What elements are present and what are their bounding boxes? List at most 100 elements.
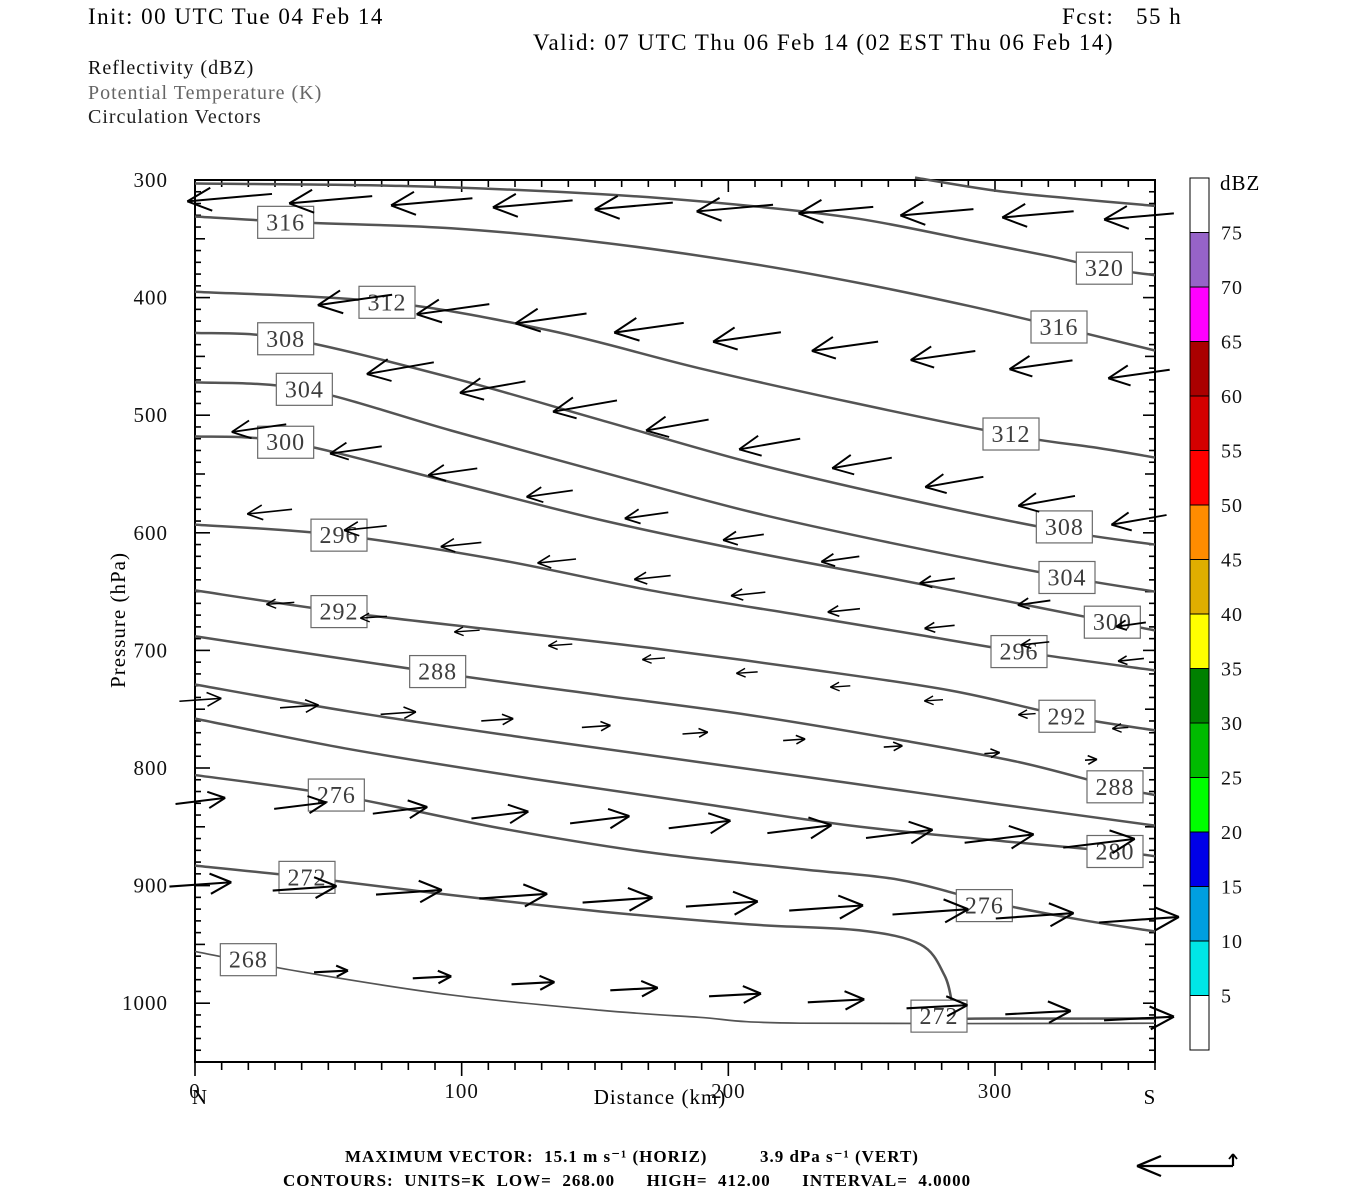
wind-arrow [514,307,587,333]
isentrope-label: 304 [285,377,324,403]
wind-arrow [175,790,226,809]
wind-arrow [375,879,443,904]
wind-arrow [179,691,222,707]
wind-arrow [1008,355,1073,378]
wind-arrow [511,974,555,991]
wind-arrow [582,886,653,912]
wind-arrow [767,816,833,840]
wind-arrow [329,441,382,461]
wind-arrow [594,194,673,220]
colorbar-title: dBZ [1220,171,1260,195]
contours-caption: CONTOURS: UNITS=K LOW= 268.00 HIGH= 412.… [283,1171,972,1190]
wind-arrow [682,727,709,738]
wind-arrow [712,326,782,351]
wind-arrow [811,336,879,360]
isentrope-276 [194,773,1156,933]
wind-arrow [1107,364,1170,387]
colorbar-tick-label: 50 [1221,495,1243,517]
wind-arrow [372,799,428,819]
colorbar-tick-label: 40 [1221,604,1243,626]
legend-field-reflectivity: Reflectivity (dBZ) [88,57,255,79]
isentrope-300 [194,435,1156,632]
wind-arrow [919,575,955,589]
wind-arrow [360,612,388,623]
wind-arrow [685,890,759,916]
colorbar-tick-label: 30 [1221,713,1243,735]
wind-arrow [783,734,806,745]
wind-arrow [995,902,1075,928]
isentrope-label: 288 [1096,775,1135,801]
colorbar-cell [1189,450,1210,506]
wind-arrow [569,807,630,830]
isentrope-label-box [409,654,467,689]
wind-arrow [186,186,273,212]
wind-arrow [831,454,892,476]
colorbar-tick-label: 55 [1221,441,1243,463]
isentrope-label-box [310,594,368,629]
isentrope-label-box [307,778,365,812]
wind-arrow [610,979,659,998]
colorbar-tick-label: 25 [1221,768,1243,790]
wind-arrow [736,667,758,678]
isentrope-label-box [275,372,333,406]
wind-arrow [1112,723,1129,733]
isentrope-284 [194,683,1156,827]
colorbar-cell [1189,668,1210,724]
isentrope-label: 268 [229,948,268,974]
isentrope-label: 272 [920,1004,959,1030]
isentrope-label: 292 [320,600,359,626]
colorbar-cell [1189,886,1210,942]
y-tick-label: 700 [134,638,169,662]
legend-field-potential-temperature: Potential Temperature (K) [88,82,323,104]
colorbar-tick-label: 15 [1221,877,1243,899]
wind-arrow [924,473,984,494]
colorbar-tick-label: 10 [1221,931,1243,953]
isentrope-label: 296 [320,523,359,549]
wind-arrow [231,419,287,440]
wind-arrow [807,990,865,1011]
isentrope-label-box [1030,310,1088,344]
isentrope-label: 312 [992,422,1031,448]
colorbar-cell [1189,504,1210,560]
isentrope-label-box [1086,770,1144,804]
wind-arrow [366,358,434,382]
isentrope-label: 308 [266,327,305,353]
isentrope-label: 288 [418,660,457,686]
wind-arrow [722,530,764,546]
isentrope-280 [194,717,1156,858]
y-tick-label: 300 [134,168,169,192]
wind-arrow [459,377,526,401]
wind-arrow [390,190,473,216]
wind-arrow [984,748,1001,759]
isentrope-label-box [1083,605,1141,639]
wind-arrow [613,317,684,342]
isentrope-324 [914,176,1156,208]
isentrope-320 [194,182,1156,277]
reference-vector-head [1136,1164,1162,1178]
wind-arrow [440,537,482,553]
isentrope-label-box [257,205,315,239]
y-tick-label: 400 [134,286,169,310]
isentrope-272 [194,864,1156,1020]
wind-arrow [827,605,861,617]
wind-arrow [830,681,851,692]
isentrope-label-box [955,888,1013,923]
wind-arrow [708,985,762,1004]
wind-arrow [246,504,293,521]
reference-vector-head [1136,1154,1162,1168]
wind-arrow [279,698,319,714]
reference-vector-vert-head [1232,1153,1238,1160]
isentrope-label-box [219,943,277,977]
colorbar-tick-label: 5 [1221,986,1232,1008]
wind-arrow [906,995,968,1018]
wind-arrow [1018,709,1036,720]
wind-arrow [964,824,1035,850]
wind-arrow [471,803,529,825]
wind-arrow [481,713,514,726]
isentrope-label-box [1075,251,1133,285]
wind-arrow [169,872,232,895]
wind-arrow [537,554,577,569]
isentrope-label: 308 [1045,515,1084,541]
wind-arrow [865,820,934,845]
